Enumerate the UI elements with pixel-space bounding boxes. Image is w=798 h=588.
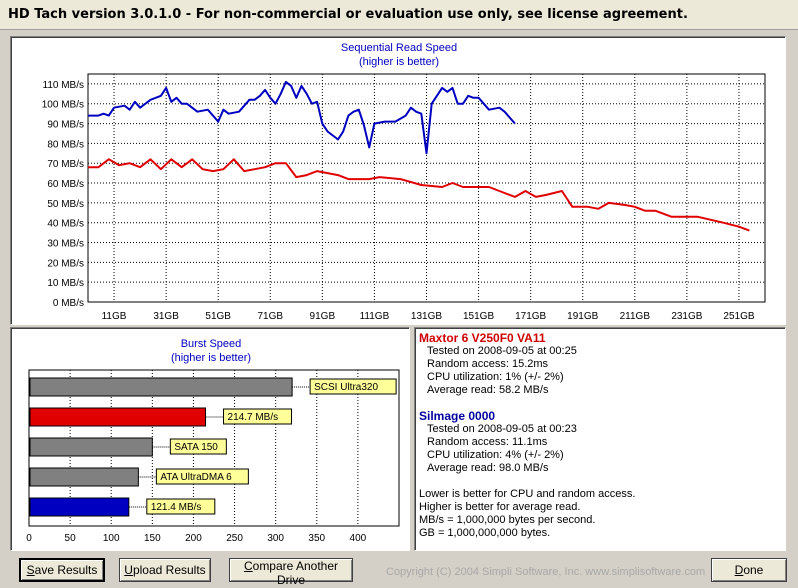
seq-x-tick-label: 11GB [102,311,127,322]
sequential-chart-subtitle: (higher is better) [359,56,439,68]
seq-y-tick-label: 10 MB/s [47,278,84,289]
seq-x-tick-label: 31GB [153,311,179,322]
burst-x-tick-label: 350 [308,533,325,544]
note-gb-definition: GB = 1,000,000,000 bytes. [419,527,551,539]
sequential-read-panel: Sequential Read Speed (higher is better)… [10,36,786,325]
seq-y-tick-label: 0 MB/s [53,298,84,309]
burst-bar-label: 214.7 MB/s [228,412,279,423]
done-label-rest: one [743,563,764,577]
seq-series-maxtor-line [88,158,750,232]
burst-bar [29,497,130,517]
drive2-name: Silmage 0000 [419,409,496,423]
burst-label-box [169,438,227,455]
note-average-read: Higher is better for average read. [419,501,581,513]
burst-x-tick-label: 250 [226,533,243,544]
seq-x-tick-label: 231GB [671,311,702,322]
compare-label-rest: ompare Another Drive [252,559,339,587]
drive2-tested: Tested on 2008-09-05 at 00:23 [427,423,577,435]
seq-y-tick-label: 20 MB/s [47,258,84,269]
window-title: HD Tach version 3.0.1.0 - For non-commer… [8,7,688,22]
save-results-button[interactable]: Save Results [19,558,105,582]
seq-y-tick-label: 40 MB/s [47,219,84,230]
seq-x-tick-label: 211GB [620,311,651,322]
seq-x-tick-label: 71GB [257,311,283,322]
sequential-chart-title: Sequential Read Speed [341,42,457,54]
burst-bar-label: 121.4 MB/s [151,502,202,513]
burst-x-tick-label: 150 [144,533,161,544]
drive1-random-access: Random access: 15.2ms [427,358,549,370]
burst-label-box [223,408,293,425]
upload-label-rest: pload Results [132,563,206,577]
burst-x-tick-label: 300 [267,533,284,544]
seq-x-tick-label: 51GB [205,311,231,322]
burst-label-box [146,498,216,515]
save-mnemonic: S [26,563,35,577]
seq-y-tick-label: 70 MB/s [47,159,84,170]
seq-y-tick-label: 80 MB/s [47,139,84,150]
upload-mnemonic: U [124,563,133,577]
seq-x-tick-label: 251GB [723,311,754,322]
drive1-cpu: CPU utilization: 1% (+/- 2%) [427,371,564,383]
seq-x-tick-label: 171GB [515,311,546,322]
burst-chart-subtitle: (higher is better) [171,352,251,364]
burst-x-tick-label: 200 [185,533,202,544]
drive1-tested: Tested on 2008-09-05 at 00:25 [427,345,577,357]
note-mbs-definition: MB/s = 1,000,000 bytes per second. [419,514,596,526]
burst-label-box [155,468,249,485]
title-bar: HD Tach version 3.0.1.0 - For non-commer… [0,0,798,30]
done-mnemonic: D [734,563,744,577]
burst-chart-title: Burst Speed [181,338,242,350]
burst-x-tick-label: 100 [103,533,120,544]
drive2-cpu: CPU utilization: 4% (+/- 2%) [427,449,564,461]
seq-x-tick-label: 151GB [463,311,494,322]
compare-another-drive-button[interactable]: Compare Another Drive [229,558,353,587]
results-info: Maxtor 6 V250F0 VA11 Tested on 2008-09-0… [419,332,635,540]
seq-y-tick-label: 110 MB/s [43,80,85,91]
seq-y-tick-label: 50 MB/s [47,199,84,210]
burst-speed-panel: Burst Speed (higher is better) SCSI Ultr… [10,327,410,551]
seq-x-tick-label: 111GB [360,311,390,322]
burst-bar [29,467,139,487]
compare-mnemonic: C [243,559,253,573]
burst-bar [29,437,153,457]
burst-x-tick-label: 400 [350,533,367,544]
results-info-panel: Maxtor 6 V250F0 VA11 Tested on 2008-09-0… [414,327,786,551]
burst-bar [29,377,293,397]
save-label-rest: ave Results [34,563,98,577]
drive2-random-access: Random access: 11.1ms [427,436,548,448]
note-cpu-random: Lower is better for CPU and random acces… [419,488,636,500]
burst-bar [29,407,207,427]
sequential-read-chart: Sequential Read Speed (higher is better)… [42,42,766,322]
seq-x-tick-label: 191GB [567,311,598,322]
burst-bar-label: SCSI Ultra320 [314,382,378,393]
burst-x-tick-label: 50 [65,533,77,544]
burst-x-tick-label: 0 [26,533,32,544]
drive1-avg-read: Average read: 58.2 MB/s [427,384,549,396]
seq-x-tick-label: 131GB [411,311,442,322]
burst-label-box [309,378,397,395]
upload-results-button[interactable]: Upload Results [119,558,211,582]
seq-x-tick-label: 91GB [310,311,336,322]
seq-y-tick-label: 30 MB/s [47,239,84,250]
burst-speed-chart: Burst Speed (higher is better) SCSI Ultr… [26,338,400,544]
drive2-avg-read: Average read: 98.0 MB/s [427,462,549,474]
seq-series-silmage-line [88,80,516,155]
drive1-name: Maxtor 6 V250F0 VA11 [419,331,546,345]
burst-bar-label: SATA 150 [174,442,218,453]
done-button[interactable]: Done [711,558,787,582]
copyright-text: Copyright (C) 2004 Simpli Software, Inc.… [386,566,706,578]
seq-y-tick-label: 100 MB/s [42,100,84,111]
burst-bar-label: ATA UltraDMA 6 [160,472,232,483]
seq-y-tick-label: 90 MB/s [47,120,84,131]
seq-y-tick-label: 60 MB/s [47,179,84,190]
